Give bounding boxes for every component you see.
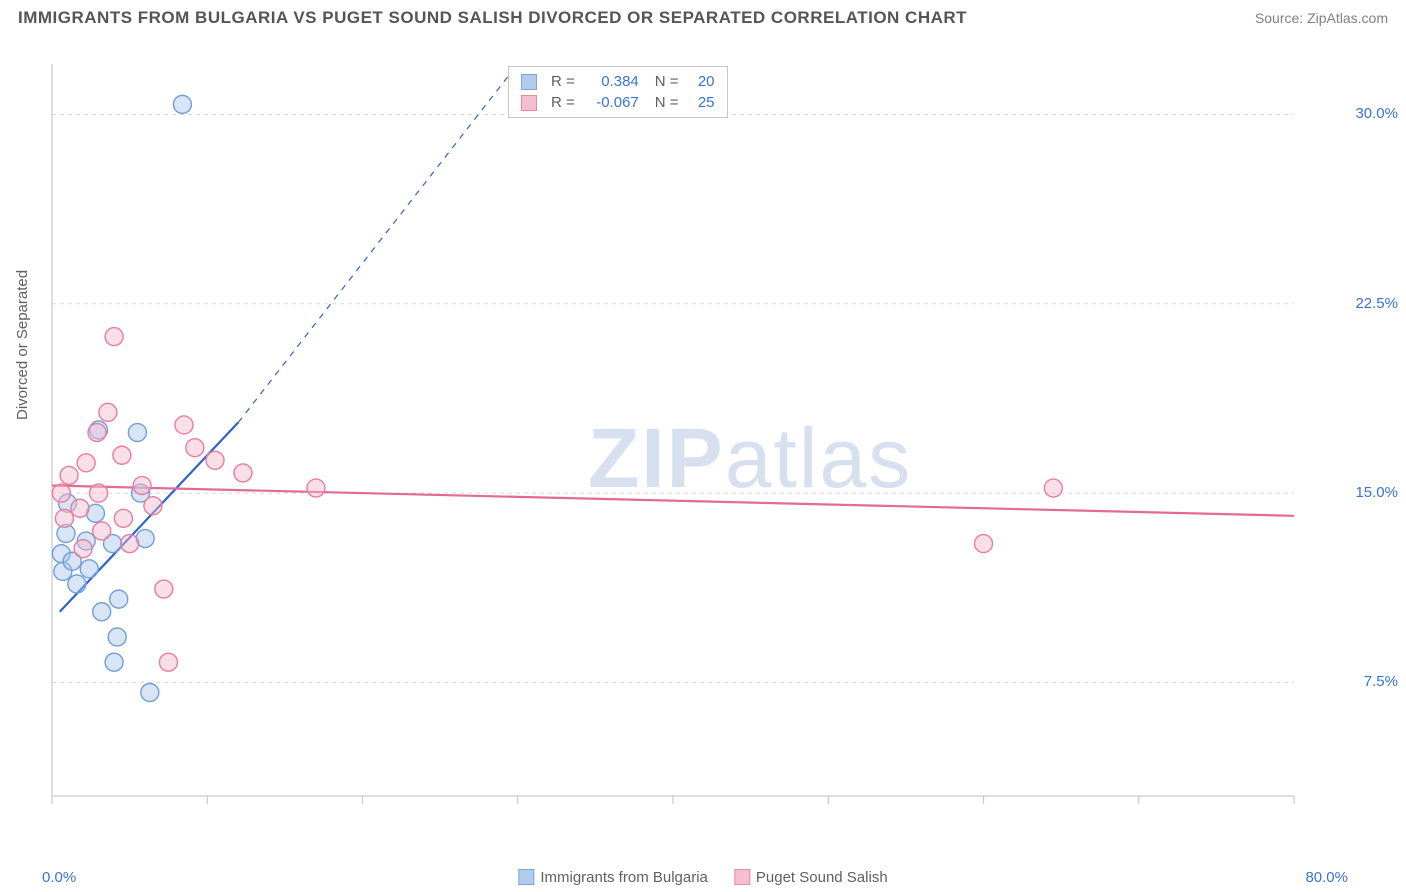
data-point [93, 522, 111, 540]
legend-label: Immigrants from Bulgaria [540, 869, 708, 886]
data-point [133, 477, 151, 495]
data-point [99, 403, 117, 421]
data-point [113, 446, 131, 464]
data-point [74, 540, 92, 558]
series-legend: Immigrants from Bulgaria Puget Sound Sali… [518, 869, 887, 886]
data-point [186, 439, 204, 457]
legend-item: Puget Sound Salish [734, 869, 888, 886]
y-tick-label: 30.0% [1355, 105, 1398, 122]
x-axis-min-label: 0.0% [42, 869, 76, 886]
r-label: R = [551, 94, 575, 111]
data-point [128, 424, 146, 442]
data-point [234, 464, 252, 482]
data-point [105, 328, 123, 346]
y-tick-label: 7.5% [1364, 673, 1398, 690]
legend-swatch [518, 869, 534, 885]
data-point [114, 509, 132, 527]
legend-item: Immigrants from Bulgaria [518, 869, 708, 886]
data-point [144, 497, 162, 515]
x-axis-max-label: 80.0% [1305, 869, 1348, 886]
y-axis-label: Divorced or Separated [14, 270, 31, 420]
chart-title: IMMIGRANTS FROM BULGARIA VS PUGET SOUND … [18, 8, 967, 28]
data-point [80, 560, 98, 578]
legend-swatch [521, 95, 537, 111]
data-point [159, 653, 177, 671]
correlation-legend-row: R = -0.067 N = 25 [521, 92, 715, 113]
r-value: 0.384 [583, 73, 639, 90]
y-tick-label: 22.5% [1355, 295, 1398, 312]
data-point [68, 575, 86, 593]
legend-label: Puget Sound Salish [756, 869, 888, 886]
data-point [121, 535, 139, 553]
scatter-plot-svg [48, 60, 1298, 830]
trend-line-dashed [238, 64, 517, 422]
data-point [141, 684, 159, 702]
n-label: N = [655, 73, 679, 90]
correlation-legend-box: R = 0.384 N = 20 R = -0.067 N = 25 [508, 66, 728, 118]
data-point [55, 509, 73, 527]
chart-plot-area: ZIPatlas R =0.384N =20R =-0.067N =25 [48, 60, 1298, 830]
r-label: R = [551, 73, 575, 90]
source-label: Source: ZipAtlas.com [1255, 10, 1388, 26]
data-point [110, 590, 128, 608]
data-point [88, 424, 106, 442]
data-point [90, 484, 108, 502]
r-value: -0.067 [583, 94, 639, 111]
data-point [52, 484, 70, 502]
data-point [60, 466, 78, 484]
legend-swatch [521, 74, 537, 90]
data-point [1044, 479, 1062, 497]
data-point [206, 451, 224, 469]
data-point [77, 454, 95, 472]
data-point [108, 628, 126, 646]
data-point [307, 479, 325, 497]
data-point [105, 653, 123, 671]
n-value: 25 [687, 94, 715, 111]
data-point [175, 416, 193, 434]
data-point [93, 603, 111, 621]
data-point [155, 580, 173, 598]
data-point [975, 535, 993, 553]
trend-line [52, 486, 1294, 516]
y-tick-label: 15.0% [1355, 484, 1398, 501]
n-label: N = [655, 94, 679, 111]
correlation-legend-row: R = 0.384 N = 20 [521, 71, 715, 92]
n-value: 20 [687, 73, 715, 90]
legend-swatch [734, 869, 750, 885]
data-point [71, 499, 89, 517]
data-point [173, 95, 191, 113]
